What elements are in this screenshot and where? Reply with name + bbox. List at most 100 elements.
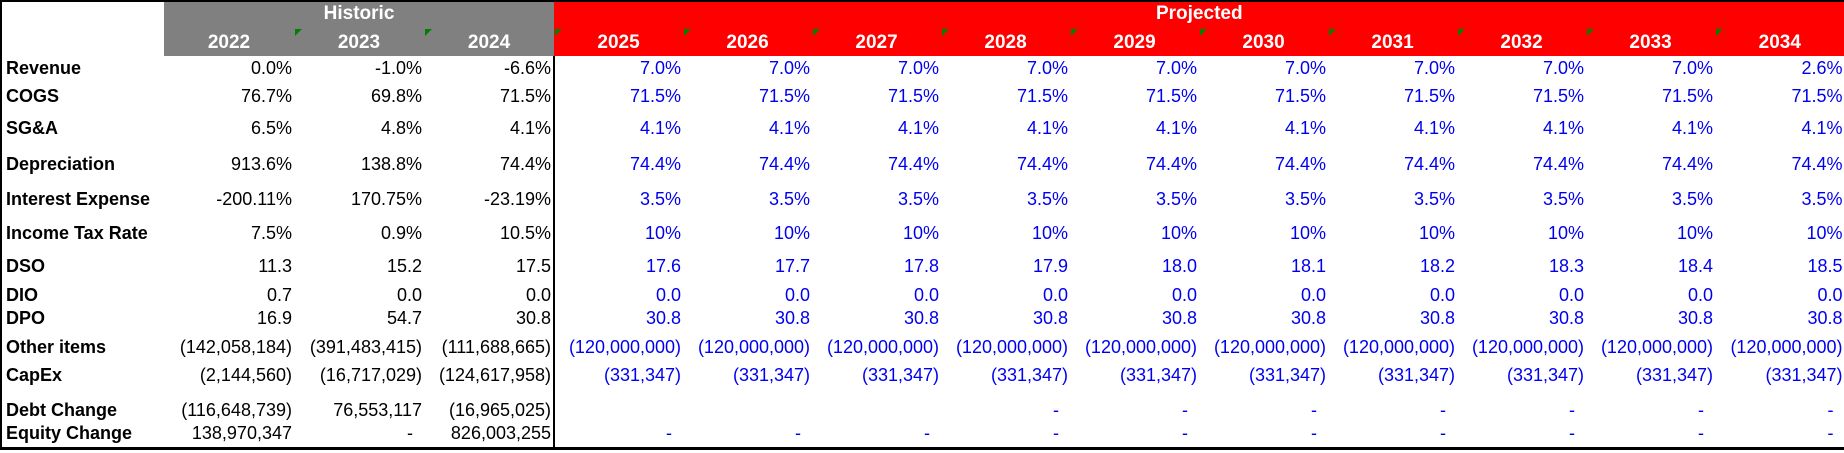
value-cell-2029[interactable]: - — [1182, 424, 1189, 443]
value-cell-2030[interactable]: (331,347) — [1248, 365, 1327, 386]
value-cell-2028[interactable]: 4.1% — [1027, 118, 1069, 139]
value-cell-2025[interactable] — [553, 389, 684, 424]
value-cell-2025[interactable]: (331,347) — [553, 361, 684, 389]
value-cell-2032[interactable]: 71.5% — [1532, 86, 1585, 107]
value-cell-2033[interactable]: - — [1698, 400, 1705, 421]
value-cell-2026[interactable]: 3.5% — [769, 189, 811, 210]
value-cell-2031[interactable]: 18.2 — [1419, 256, 1456, 277]
value-cell-2032[interactable]: 0.0 — [1559, 285, 1585, 306]
value-cell-2028[interactable]: 7.0% — [1027, 58, 1069, 79]
value-cell-2032[interactable]: - — [1569, 400, 1576, 421]
historic-band-header[interactable]: Historic — [164, 1, 555, 28]
year-header-2030[interactable]: 2030 — [1199, 28, 1329, 56]
value-cell-2033[interactable]: 71.5% — [1661, 86, 1714, 107]
value-cell-2033[interactable]: (120,000,000) — [1600, 337, 1714, 358]
value-cell-2026[interactable]: 10% — [774, 223, 811, 244]
value-cell-2031[interactable]: (120,000,000) — [1342, 337, 1456, 358]
value-cell-2029[interactable]: 0.0 — [1172, 285, 1198, 306]
year-header-2028[interactable]: 2028 — [941, 28, 1071, 56]
value-cell-2031[interactable]: 30.8 — [1419, 309, 1456, 329]
value-cell-2034[interactable]: 74.4% — [1791, 154, 1843, 175]
value-cell-2024[interactable]: (16,965,025) — [448, 400, 552, 421]
value-cell-2024[interactable]: -6.6% — [504, 58, 552, 79]
value-cell-2022[interactable]: 11.3 — [258, 256, 292, 277]
value-cell-2033[interactable]: 3.5% — [1672, 189, 1714, 210]
value-cell-2024[interactable]: 0.0 — [526, 285, 552, 306]
value-cell-2029[interactable]: 30.8 — [1161, 309, 1198, 329]
value-cell-2023[interactable]: 54.7 — [386, 309, 422, 329]
row-label-other-items[interactable]: Other items — [6, 337, 107, 358]
row-label-interest-expense[interactable]: Interest Expense — [6, 189, 151, 210]
value-cell-2028[interactable]: - — [1053, 400, 1060, 421]
value-cell-2027[interactable]: - — [924, 424, 931, 443]
value-cell-2030[interactable]: 7.0% — [1285, 58, 1327, 79]
value-cell-2022[interactable]: 0.0% — [250, 58, 292, 79]
value-cell-2028[interactable]: (120,000,000) — [955, 337, 1069, 358]
value-cell-2025[interactable]: 30.8 — [553, 309, 684, 332]
value-cell-2024[interactable]: 71.5% — [499, 86, 552, 107]
value-cell-2023[interactable]: 138.8% — [360, 154, 422, 175]
year-header-2022[interactable]: 2022 — [164, 28, 294, 56]
value-cell-2027[interactable]: 10% — [903, 223, 940, 244]
value-cell-2029[interactable]: 74.4% — [1145, 154, 1198, 175]
value-cell-2032[interactable]: 4.1% — [1543, 118, 1585, 139]
value-cell-2024[interactable]: 30.8 — [515, 309, 552, 329]
value-cell-2028[interactable]: - — [1053, 424, 1060, 443]
value-cell-2028[interactable]: 3.5% — [1027, 189, 1069, 210]
value-cell-2031[interactable]: 7.0% — [1414, 58, 1456, 79]
value-cell-2030[interactable]: 74.4% — [1274, 154, 1327, 175]
value-cell-2032[interactable]: 74.4% — [1532, 154, 1585, 175]
year-row-corner-cell[interactable] — [1, 28, 164, 56]
value-cell-2027[interactable]: 74.4% — [887, 154, 940, 175]
value-cell-2031[interactable]: (331,347) — [1377, 365, 1456, 386]
value-cell-2022[interactable]: 138,970,347 — [191, 424, 292, 443]
value-cell-2023[interactable]: -1.0% — [374, 58, 422, 79]
value-cell-2026[interactable]: 71.5% — [758, 86, 811, 107]
value-cell-2034[interactable]: 30.8 — [1807, 309, 1843, 329]
value-cell-2026[interactable]: 0.0 — [785, 285, 811, 306]
value-cell-2030[interactable]: (120,000,000) — [1213, 337, 1327, 358]
value-cell-2024[interactable]: 17.5 — [515, 256, 552, 277]
value-cell-2024[interactable]: (111,688,665) — [441, 337, 552, 358]
value-cell-2031[interactable]: 3.5% — [1414, 189, 1456, 210]
row-label-dio[interactable]: DIO — [6, 285, 39, 306]
year-header-2029[interactable]: 2029 — [1070, 28, 1200, 56]
value-cell-2027[interactable]: 3.5% — [898, 189, 940, 210]
year-header-2034[interactable]: 2034 — [1715, 28, 1844, 56]
value-cell-2032[interactable]: 18.3 — [1548, 256, 1585, 277]
value-cell-2025[interactable]: 74.4% — [553, 142, 684, 178]
value-cell-2027[interactable]: 30.8 — [903, 309, 940, 329]
value-cell-2022[interactable]: (2,144,560) — [199, 365, 292, 386]
value-cell-2029[interactable]: 3.5% — [1156, 189, 1198, 210]
value-cell-2026[interactable]: 17.7 — [774, 256, 811, 277]
value-cell-2034[interactable]: (120,000,000) — [1730, 337, 1843, 358]
value-cell-2030[interactable]: 0.0 — [1301, 285, 1327, 306]
value-cell-2028[interactable]: (331,347) — [990, 365, 1069, 386]
value-cell-2024[interactable]: 826,003,255 — [450, 424, 552, 443]
value-cell-2030[interactable]: 30.8 — [1290, 309, 1327, 329]
value-cell-2023[interactable]: (16,717,029) — [319, 365, 422, 386]
value-cell-2026[interactable]: 4.1% — [769, 118, 811, 139]
value-cell-2026[interactable]: 74.4% — [758, 154, 811, 175]
value-cell-2026[interactable]: (331,347) — [732, 365, 811, 386]
value-cell-2034[interactable]: 2.6% — [1801, 58, 1843, 79]
value-cell-2023[interactable]: 0.9% — [380, 223, 422, 244]
value-cell-2022[interactable]: 76.7% — [240, 86, 292, 107]
value-cell-2032[interactable]: - — [1569, 424, 1576, 443]
value-cell-2025[interactable]: - — [553, 424, 684, 449]
value-cell-2022[interactable]: -200.11% — [216, 189, 292, 210]
value-cell-2025[interactable]: 7.0% — [553, 56, 684, 82]
value-cell-2028[interactable]: 0.0 — [1043, 285, 1069, 306]
row-label-dso[interactable]: DSO — [6, 256, 46, 277]
value-cell-2034[interactable]: 4.1% — [1801, 118, 1843, 139]
row-label-capex[interactable]: CapEx — [6, 365, 63, 386]
value-cell-2026[interactable] — [683, 389, 812, 424]
row-label-depreciation[interactable]: Depreciation — [6, 154, 116, 175]
value-cell-2029[interactable]: 4.1% — [1156, 118, 1198, 139]
value-cell-2022[interactable]: 7.5% — [250, 223, 292, 244]
value-cell-2030[interactable]: - — [1311, 424, 1318, 443]
value-cell-2026[interactable]: 7.0% — [769, 58, 811, 79]
value-cell-2031[interactable]: 10% — [1419, 223, 1456, 244]
value-cell-2027[interactable]: 17.8 — [903, 256, 940, 277]
value-cell-2030[interactable]: 4.1% — [1285, 118, 1327, 139]
